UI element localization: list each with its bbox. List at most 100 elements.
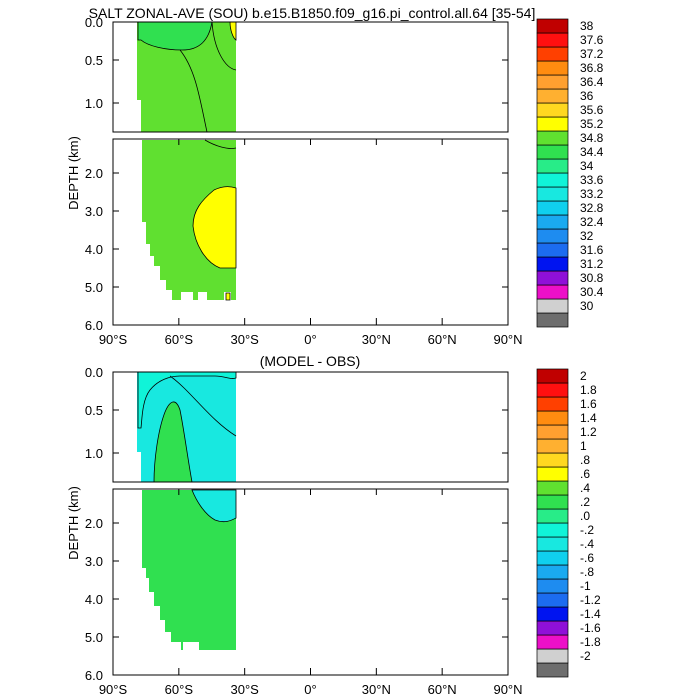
colorbar-box bbox=[536, 116, 569, 132]
y-tick-label: 5.0 bbox=[85, 280, 103, 295]
bottom-upper-positive-region bbox=[153, 401, 193, 483]
y-tick-label: 4.0 bbox=[85, 592, 103, 607]
colorbar-box bbox=[536, 620, 569, 636]
colorbar-box bbox=[536, 480, 569, 496]
x-tick-label: 60°S bbox=[165, 332, 194, 347]
top-lower-salty-blob bbox=[225, 292, 231, 301]
top-upper-salty-region bbox=[229, 21, 237, 41]
colorbar-box bbox=[536, 158, 569, 174]
top-lower-field bbox=[142, 139, 237, 301]
colorbar-box bbox=[536, 606, 569, 622]
y-tick-label: 2.0 bbox=[85, 166, 103, 181]
colorbar-label: -.6 bbox=[580, 551, 594, 565]
bottom-lower-background-region bbox=[142, 490, 236, 650]
colorbar-label: 30 bbox=[580, 299, 594, 313]
x-tick-label: 30°S bbox=[230, 332, 259, 347]
colorbar-box bbox=[536, 214, 569, 230]
top-chart: SALT ZONAL-AVE (SOU) b.e15.B1850.f09_g16… bbox=[66, 5, 604, 347]
colorbar-box bbox=[536, 144, 569, 160]
y-tick-label: 6.0 bbox=[85, 668, 103, 683]
y-tick-label: 0.5 bbox=[85, 403, 103, 418]
top-upper-contour bbox=[179, 49, 208, 133]
y-tick-label: 0.0 bbox=[85, 15, 103, 30]
top-axes: 90°S 60°S 30°S 0° 30°N 60°N 90°N 0.0 0.5 1.0 2.0 3.… bbox=[85, 15, 523, 347]
colorbar-box bbox=[536, 172, 569, 188]
colorbar-label: -1.8 bbox=[580, 635, 601, 649]
bottom-chart-title: (MODEL - OBS) bbox=[260, 353, 361, 369]
top-upper-frame bbox=[112, 21, 509, 133]
colorbar-label: 1.4 bbox=[580, 411, 597, 425]
colorbar-box bbox=[536, 228, 569, 244]
colorbar-box bbox=[536, 256, 569, 272]
colorbar-label: 35.6 bbox=[580, 103, 604, 117]
colorbar-box bbox=[536, 382, 569, 398]
colorbar-label: .4 bbox=[580, 481, 590, 495]
colorbar-label: 31.6 bbox=[580, 243, 604, 257]
colorbar-label: 1.2 bbox=[580, 425, 597, 439]
x-tick-label: 60°N bbox=[428, 682, 457, 697]
colorbar-label: .2 bbox=[580, 495, 590, 509]
colorbar-box bbox=[536, 550, 569, 566]
colorbar-box bbox=[536, 46, 569, 62]
colorbar-box bbox=[536, 466, 569, 482]
bottom-y-axis-label: DEPTH (km) bbox=[66, 486, 81, 560]
colorbar-box bbox=[536, 592, 569, 608]
colorbar-label: -.8 bbox=[580, 565, 594, 579]
colorbar-box bbox=[536, 102, 569, 118]
bottom-upper-strong-fresh-region bbox=[137, 371, 237, 429]
colorbar-box bbox=[536, 648, 569, 664]
bottom-lower-fresh-region bbox=[191, 489, 237, 523]
colorbar-label: 33.2 bbox=[580, 187, 604, 201]
colorbar-label: 1 bbox=[580, 439, 587, 453]
bottom-lower-field bbox=[142, 489, 237, 650]
y-tick-label: 6.0 bbox=[85, 318, 103, 333]
colorbar-box bbox=[536, 410, 569, 426]
top-upper-field bbox=[137, 21, 237, 133]
colorbar-label: 35.2 bbox=[580, 117, 604, 131]
top-upper-fresh-region bbox=[137, 21, 213, 51]
colorbar-box bbox=[536, 662, 569, 678]
colorbar-label: 38 bbox=[580, 19, 594, 33]
colorbar-label: .8 bbox=[580, 453, 590, 467]
colorbar-label: .6 bbox=[580, 467, 590, 481]
colorbar-box bbox=[536, 522, 569, 538]
bottom-chart: (MODEL - OBS) 90°S 60°S 30°S 0° 30°N 60°N 90°N… bbox=[66, 353, 601, 697]
colorbar-box bbox=[536, 74, 569, 90]
colorbar-label: 32 bbox=[580, 229, 594, 243]
top-colorbar: 3837.637.236.836.43635.635.234.834.43433… bbox=[536, 18, 604, 328]
colorbar-label: -1.6 bbox=[580, 621, 601, 635]
colorbar-box bbox=[536, 242, 569, 258]
x-tick-label: 30°N bbox=[362, 682, 391, 697]
colorbar-box bbox=[536, 564, 569, 580]
x-tick-label: 90°S bbox=[99, 332, 128, 347]
colorbar-label: 37.6 bbox=[580, 33, 604, 47]
colorbar-box bbox=[536, 452, 569, 468]
y-tick-label: 4.0 bbox=[85, 242, 103, 257]
colorbar-label: 32.8 bbox=[580, 201, 604, 215]
colorbar-label: 30.4 bbox=[580, 285, 604, 299]
bottom-colorbar: 21.81.61.41.21.8.6.4.2.0-.2-.4-.6-.8-1-1… bbox=[536, 368, 601, 678]
colorbar-box bbox=[536, 18, 569, 34]
colorbar-box bbox=[536, 312, 569, 328]
top-lower-contour bbox=[204, 139, 237, 149]
top-upper-background-region bbox=[137, 22, 236, 132]
colorbar-label: 37.2 bbox=[580, 47, 604, 61]
colorbar-box bbox=[536, 284, 569, 300]
colorbar-label: 1.8 bbox=[580, 383, 597, 397]
colorbar-label: 36.4 bbox=[580, 75, 604, 89]
colorbar-label: 31.2 bbox=[580, 257, 604, 271]
colorbar-box bbox=[536, 424, 569, 440]
colorbar-box bbox=[536, 368, 569, 384]
y-tick-label: 1.0 bbox=[85, 446, 103, 461]
colorbar-label: -1.4 bbox=[580, 607, 601, 621]
x-tick-label: 60°S bbox=[165, 682, 194, 697]
colorbar-label: -1.2 bbox=[580, 593, 601, 607]
colorbar-label: -.2 bbox=[580, 523, 594, 537]
colorbar-box bbox=[536, 494, 569, 510]
y-tick-label: 0.5 bbox=[85, 53, 103, 68]
colorbar-box bbox=[536, 130, 569, 146]
colorbar-label: 36.8 bbox=[580, 61, 604, 75]
top-y-axis-label: DEPTH (km) bbox=[66, 136, 81, 210]
colorbar-label: 34.4 bbox=[580, 145, 604, 159]
